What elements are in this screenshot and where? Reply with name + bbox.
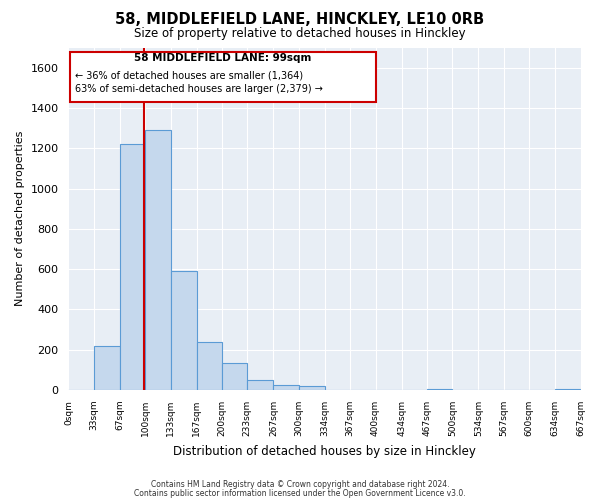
Bar (299, 386, 325, 390)
Text: Contains public sector information licensed under the Open Government Licence v3: Contains public sector information licen… (134, 488, 466, 498)
Text: 58 MIDDLEFIELD LANE: 99sqm: 58 MIDDLEFIELD LANE: 99sqm (134, 53, 311, 63)
Bar (197, 342, 222, 390)
Bar (145, 130, 170, 390)
Text: 63% of semi-detached houses are larger (2,379) →: 63% of semi-detached houses are larger (… (75, 84, 323, 94)
Bar (555, 389, 580, 390)
Bar (120, 144, 145, 390)
Text: Contains HM Land Registry data © Crown copyright and database right 2024.: Contains HM Land Registry data © Crown c… (151, 480, 449, 489)
Text: 58, MIDDLEFIELD LANE, HINCKLEY, LE10 0RB: 58, MIDDLEFIELD LANE, HINCKLEY, LE10 0RB (115, 12, 485, 28)
X-axis label: Distribution of detached houses by size in Hinckley: Distribution of detached houses by size … (173, 444, 476, 458)
Text: ← 36% of detached houses are smaller (1,364): ← 36% of detached houses are smaller (1,… (75, 70, 303, 81)
Bar (427, 389, 452, 390)
Bar (222, 363, 247, 390)
Bar (94, 346, 120, 390)
Bar (274, 385, 299, 390)
Bar (247, 380, 274, 390)
Y-axis label: Number of detached properties: Number of detached properties (15, 131, 25, 306)
Text: Size of property relative to detached houses in Hinckley: Size of property relative to detached ho… (134, 28, 466, 40)
FancyBboxPatch shape (70, 52, 376, 102)
Bar (170, 271, 197, 390)
